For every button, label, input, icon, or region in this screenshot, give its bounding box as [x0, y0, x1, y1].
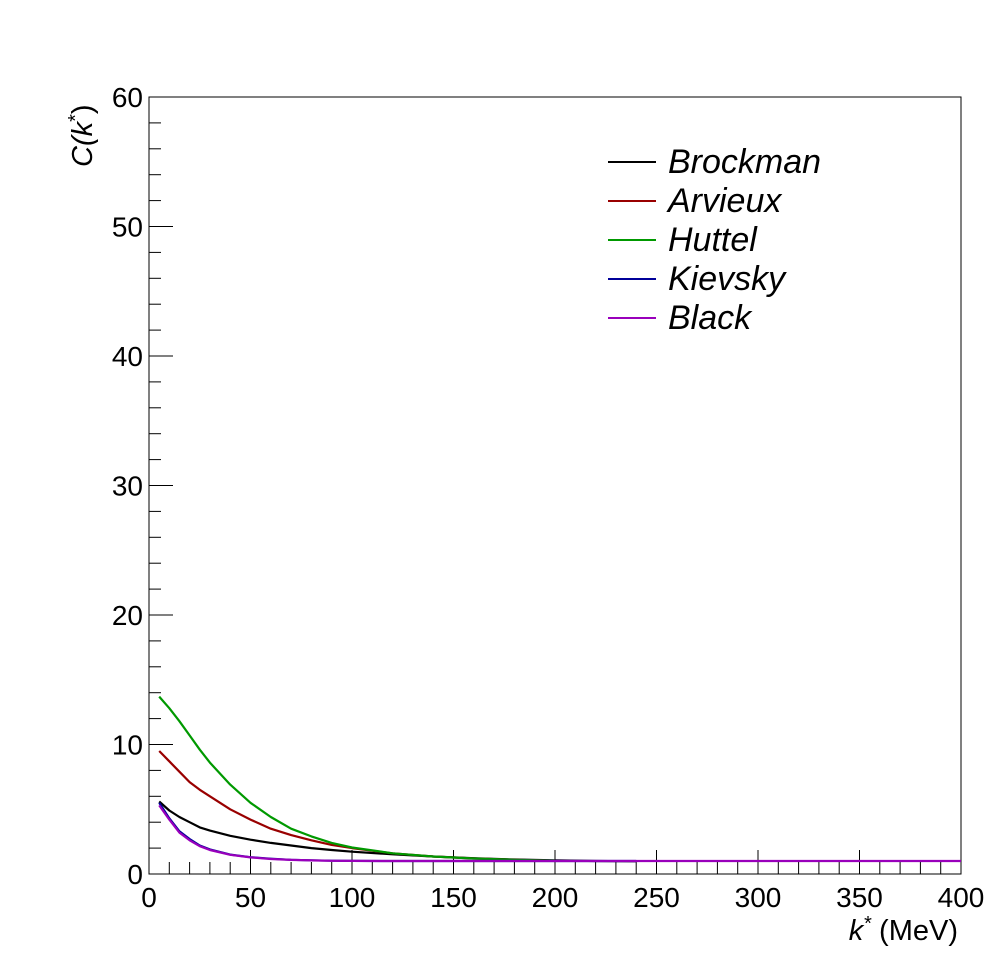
legend-label: Black [668, 299, 753, 337]
y-tick-label: 0 [127, 859, 143, 890]
y-axis-label: C(k*) [65, 104, 99, 167]
series-line-kievsky [158, 802, 637, 863]
legend-label: Arvieux [666, 182, 782, 220]
axis-ticks: 0 50 100 150 200 250 300 350 400 0 10 20 30 40 50 60 [112, 82, 985, 913]
x-tick-label: 250 [633, 882, 680, 913]
y-tick-label: 10 [112, 730, 143, 761]
series-line-huttel [158, 695, 556, 862]
legend-label: Huttel [668, 221, 758, 259]
x-tick-label: 200 [532, 882, 579, 913]
y-tick-label: 50 [112, 212, 143, 243]
x-axis-label: k* (MeV) [849, 913, 958, 947]
x-tick-label: 0 [141, 882, 157, 913]
y-tick-label: 40 [112, 341, 143, 372]
series-line-black [158, 804, 961, 863]
legend-label: Kievsky [668, 260, 787, 298]
series-line-arvieux [158, 750, 556, 862]
x-tick-label: 400 [938, 882, 985, 913]
series-lines [158, 695, 961, 863]
x-tick-label: 300 [735, 882, 782, 913]
x-tick-label: 350 [836, 882, 883, 913]
plot-frame [148, 96, 962, 875]
x-tick-label: 100 [329, 882, 376, 913]
y-tick-label: 20 [112, 600, 143, 631]
x-tick-label: 50 [235, 882, 266, 913]
y-tick-label: 60 [112, 82, 143, 113]
legend-label: Brockman [668, 143, 821, 181]
y-tick-label: 30 [112, 471, 143, 502]
x-tick-label: 150 [430, 882, 477, 913]
